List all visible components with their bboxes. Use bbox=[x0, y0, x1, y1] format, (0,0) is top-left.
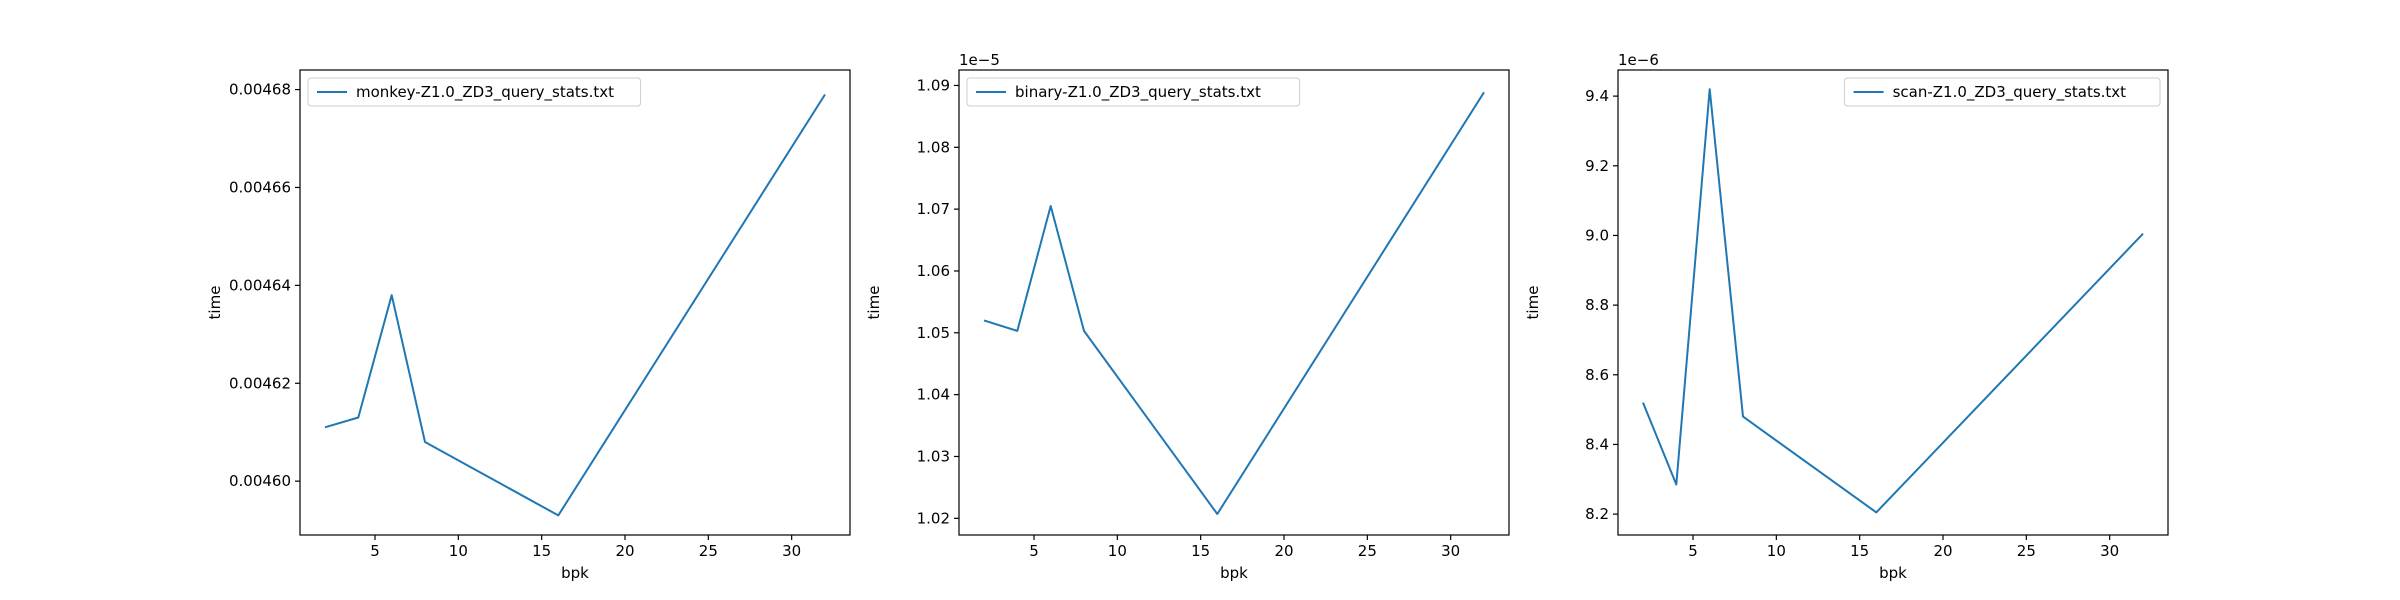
y-tick-label: 8.8 bbox=[1585, 296, 1609, 314]
y-tick-label: 8.2 bbox=[1585, 505, 1609, 523]
y-tick-label: 1.02 bbox=[917, 509, 950, 527]
legend-box bbox=[966, 77, 1301, 107]
chart-panel-2: 5 10 15 20 25 30 1.02 1.03 1.04 1.05 1.06 1.07 1.08 1… bbox=[865, 51, 1510, 582]
y-tick-label: 1.05 bbox=[917, 324, 950, 342]
x-tick-label: 10 bbox=[449, 542, 468, 560]
y-offset-label: 1e−6 bbox=[1618, 51, 1659, 69]
x-tick-label: 10 bbox=[1108, 542, 1127, 560]
legend: binary-Z1.0_ZD3_query_stats.txt bbox=[966, 77, 1301, 107]
x-axis-label: bpk bbox=[561, 564, 589, 582]
y-axis-label: time bbox=[206, 286, 224, 320]
x-tick-label: 30 bbox=[1441, 542, 1460, 560]
x-tick-label: 25 bbox=[699, 542, 718, 560]
x-tick-label: 5 bbox=[1688, 542, 1698, 560]
axes-frame bbox=[958, 69, 1510, 536]
legend-box bbox=[307, 77, 642, 107]
x-tick-label: 15 bbox=[1191, 542, 1210, 560]
chart-panel-1: 5 10 15 20 25 30 0.00460 0.00462 0.00464 0.00466 0… bbox=[206, 69, 851, 582]
legend: scan-Z1.0_ZD3_query_stats.txt bbox=[1844, 77, 2161, 107]
y-tick-label: 0.00466 bbox=[229, 178, 291, 196]
x-tick-label: 10 bbox=[1767, 542, 1786, 560]
y-tick-label: 8.4 bbox=[1585, 435, 1609, 453]
legend-box bbox=[1844, 77, 2161, 107]
axes-frame bbox=[299, 69, 851, 536]
series-line bbox=[983, 91, 1485, 515]
y-tick-label: 0.00468 bbox=[229, 81, 291, 99]
axes-frame bbox=[1617, 69, 2169, 536]
legend-label: binary-Z1.0_ZD3_query_stats.txt bbox=[1015, 83, 1261, 102]
y-tick-label: 9.4 bbox=[1585, 87, 1609, 105]
y-offset-label: 1e−5 bbox=[959, 51, 1000, 69]
y-axis-label: time bbox=[1524, 286, 1542, 320]
x-tick-label: 25 bbox=[1358, 542, 1377, 560]
y-tick-label: 0.00464 bbox=[229, 276, 291, 294]
legend-label: monkey-Z1.0_ZD3_query_stats.txt bbox=[356, 83, 614, 102]
x-axis-label: bpk bbox=[1879, 564, 1907, 582]
series-line bbox=[324, 93, 826, 517]
legend: monkey-Z1.0_ZD3_query_stats.txt bbox=[307, 77, 642, 107]
y-tick-label: 0.00460 bbox=[229, 472, 291, 490]
y-tick-label: 1.06 bbox=[917, 262, 950, 280]
x-tick-label: 25 bbox=[2017, 542, 2036, 560]
y-tick-label: 1.04 bbox=[917, 386, 950, 404]
y-tick-label: 9.2 bbox=[1585, 157, 1609, 175]
y-tick-label: 0.00462 bbox=[229, 374, 291, 392]
y-tick-label: 8.6 bbox=[1585, 366, 1609, 384]
x-tick-label: 15 bbox=[1850, 542, 1869, 560]
x-tick-label: 30 bbox=[782, 542, 801, 560]
x-tick-label: 20 bbox=[1933, 542, 1952, 560]
x-tick-label: 15 bbox=[532, 542, 551, 560]
y-tick-label: 1.03 bbox=[917, 447, 950, 465]
y-axis-label: time bbox=[865, 286, 883, 320]
y-tick-label: 9.0 bbox=[1585, 226, 1609, 244]
y-tick-label: 1.08 bbox=[917, 138, 950, 156]
y-tick-label: 1.07 bbox=[917, 200, 950, 218]
x-tick-label: 20 bbox=[1274, 542, 1293, 560]
y-tick-label: 1.09 bbox=[917, 76, 950, 94]
chart-panel-3: 5 10 15 20 25 30 8.2 8.4 8.6 8.8 9.0 9.2 9.4 bpk time 1… bbox=[1524, 51, 2169, 582]
x-tick-label: 5 bbox=[1029, 542, 1039, 560]
legend-label: scan-Z1.0_ZD3_query_stats.txt bbox=[1893, 83, 2127, 102]
series-line bbox=[1642, 88, 2144, 514]
x-tick-label: 5 bbox=[370, 542, 380, 560]
x-tick-label: 30 bbox=[2100, 542, 2119, 560]
x-tick-label: 20 bbox=[615, 542, 634, 560]
x-axis-label: bpk bbox=[1220, 564, 1248, 582]
